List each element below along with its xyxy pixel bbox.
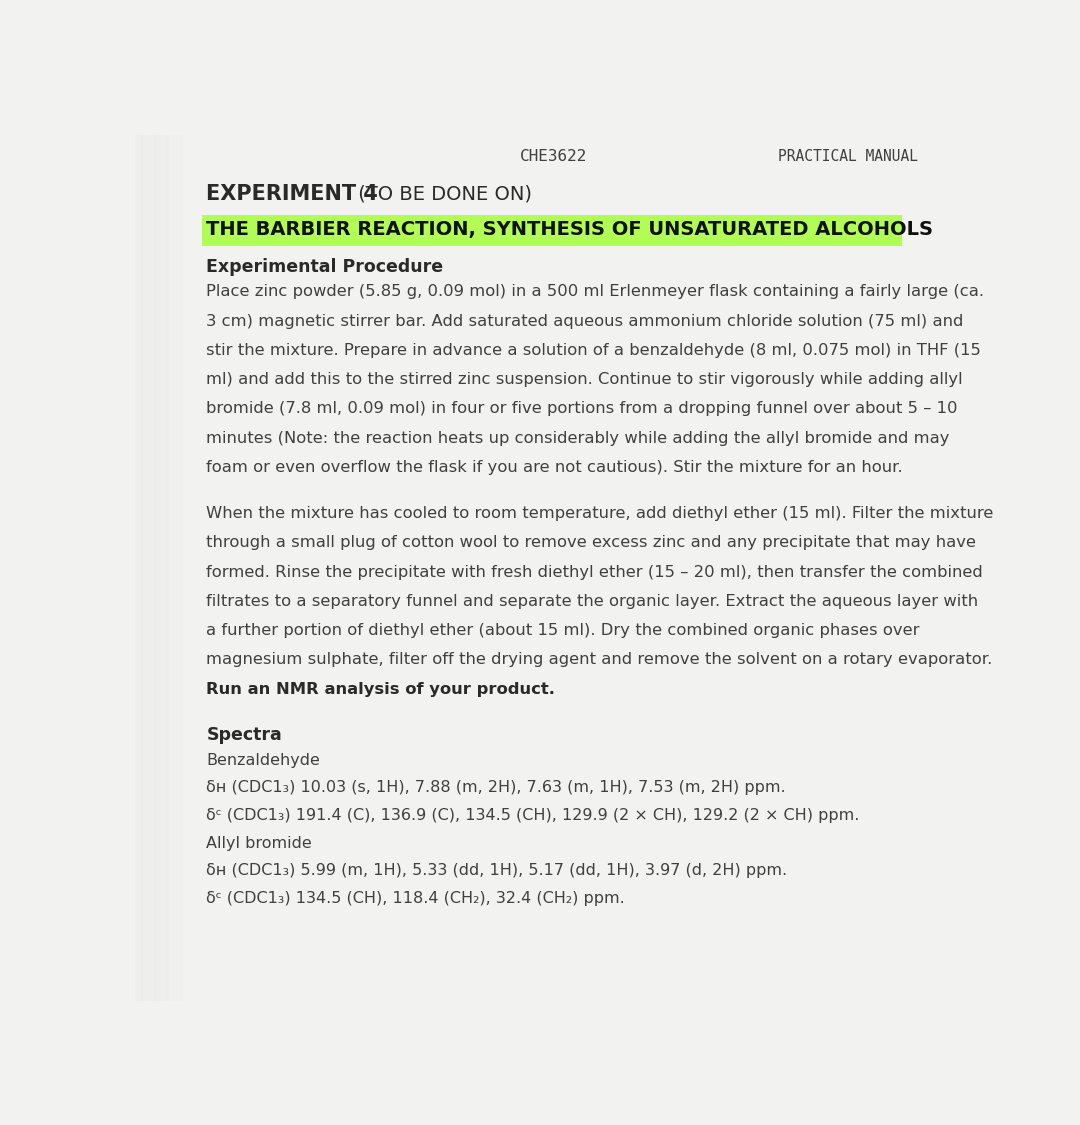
Text: formed. Rinse the precipitate with fresh diethyl ether (15 – 20 ml), then transf: formed. Rinse the precipitate with fresh…	[206, 565, 983, 579]
Text: a further portion of diethyl ether (about 15 ml). Dry the combined organic phase: a further portion of diethyl ether (abou…	[206, 623, 920, 638]
Text: Place zinc powder (5.85 g, 0.09 mol) in a 500 ml Erlenmeyer flask containing a f: Place zinc powder (5.85 g, 0.09 mol) in …	[206, 285, 984, 299]
Text: When the mixture has cooled to room temperature, add diethyl ether (15 ml). Filt: When the mixture has cooled to room temp…	[206, 506, 994, 521]
Text: THE BARBIER REACTION, SYNTHESIS OF UNSATURATED ALCOHOLS: THE BARBIER REACTION, SYNTHESIS OF UNSAT…	[206, 220, 933, 240]
Text: δᶜ (CDC1₃) 134.5 (CH), 118.4 (CH₂), 32.4 (CH₂) ppm.: δᶜ (CDC1₃) 134.5 (CH), 118.4 (CH₂), 32.4…	[206, 891, 625, 906]
Text: magnesium sulphate, filter off the drying agent and remove the solvent on a rota: magnesium sulphate, filter off the dryin…	[206, 652, 993, 667]
Text: PRACTICAL MANUAL: PRACTICAL MANUAL	[778, 148, 918, 164]
Text: Benzaldehyde: Benzaldehyde	[206, 753, 320, 767]
Text: EXPERIMENT 4: EXPERIMENT 4	[206, 184, 378, 205]
Text: Allyl bromide: Allyl bromide	[206, 836, 312, 850]
Text: CHE3622: CHE3622	[519, 148, 588, 164]
FancyBboxPatch shape	[135, 135, 972, 1001]
Text: minutes (Note: the reaction heats up considerably while adding the allyl bromide: minutes (Note: the reaction heats up con…	[206, 431, 949, 446]
Text: Experimental Procedure: Experimental Procedure	[206, 259, 444, 277]
Text: filtrates to a separatory funnel and separate the organic layer. Extract the aqu: filtrates to a separatory funnel and sep…	[206, 594, 978, 609]
Text: stir the mixture. Prepare in advance a solution of a benzaldehyde (8 ml, 0.075 m: stir the mixture. Prepare in advance a s…	[206, 343, 981, 358]
Text: 3 cm) magnetic stirrer bar. Add saturated aqueous ammonium chloride solution (75: 3 cm) magnetic stirrer bar. Add saturate…	[206, 314, 963, 328]
Text: through a small plug of cotton wool to remove excess zinc and any precipitate th: through a small plug of cotton wool to r…	[206, 536, 976, 550]
Text: δᶜ (CDC1₃) 191.4 (C), 136.9 (C), 134.5 (CH), 129.9 (2 × CH), 129.2 (2 × CH) ppm.: δᶜ (CDC1₃) 191.4 (C), 136.9 (C), 134.5 (…	[206, 808, 860, 824]
Text: foam or even overflow the flask if you are not cautious). Stir the mixture for a: foam or even overflow the flask if you a…	[206, 460, 903, 475]
Text: ml) and add this to the stirred zinc suspension. Continue to stir vigorously whi: ml) and add this to the stirred zinc sus…	[206, 372, 963, 387]
FancyBboxPatch shape	[202, 215, 902, 246]
Text: Spectra: Spectra	[206, 727, 282, 745]
Text: δʜ (CDC1₃) 10.03 (s, 1H), 7.88 (m, 2H), 7.63 (m, 1H), 7.53 (m, 2H) ppm.: δʜ (CDC1₃) 10.03 (s, 1H), 7.88 (m, 2H), …	[206, 781, 786, 795]
Text: Run an NMR analysis of your product.: Run an NMR analysis of your product.	[206, 682, 555, 696]
Text: (TO BE DONE ON): (TO BE DONE ON)	[352, 184, 532, 204]
Text: δʜ (CDC1₃) 5.99 (m, 1H), 5.33 (dd, 1H), 5.17 (dd, 1H), 3.97 (d, 2H) ppm.: δʜ (CDC1₃) 5.99 (m, 1H), 5.33 (dd, 1H), …	[206, 863, 787, 879]
Text: bromide (7.8 ml, 0.09 mol) in four or five portions from a dropping funnel over : bromide (7.8 ml, 0.09 mol) in four or fi…	[206, 402, 958, 416]
